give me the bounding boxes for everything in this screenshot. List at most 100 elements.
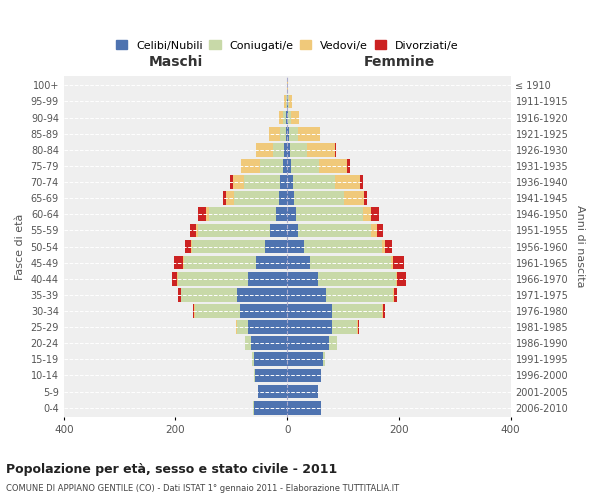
Bar xyxy=(371,224,377,237)
Text: Femmine: Femmine xyxy=(363,55,434,69)
Bar xyxy=(283,159,287,173)
Bar xyxy=(391,256,393,270)
Bar xyxy=(183,256,184,270)
Bar xyxy=(293,175,335,189)
Bar xyxy=(360,175,362,189)
Bar xyxy=(287,336,329,350)
Bar xyxy=(252,352,254,366)
Bar xyxy=(393,256,404,270)
Bar xyxy=(196,224,198,237)
Bar xyxy=(258,384,287,398)
Bar xyxy=(185,240,191,254)
Bar xyxy=(284,143,287,156)
Bar xyxy=(271,224,287,237)
Bar xyxy=(192,240,265,254)
Bar xyxy=(273,143,284,156)
Bar xyxy=(298,224,371,237)
Bar xyxy=(332,304,382,318)
Bar xyxy=(364,192,367,205)
Bar xyxy=(396,272,397,285)
Bar xyxy=(287,320,332,334)
Bar xyxy=(287,143,290,156)
Bar xyxy=(254,352,287,366)
Bar xyxy=(394,288,397,302)
Bar xyxy=(329,336,337,350)
Y-axis label: Fasce di età: Fasce di età xyxy=(15,214,25,280)
Bar xyxy=(248,272,287,285)
Text: Maschi: Maschi xyxy=(148,55,203,69)
Bar xyxy=(240,304,287,318)
Bar xyxy=(385,240,392,254)
Bar xyxy=(184,256,256,270)
Bar xyxy=(193,304,194,318)
Bar xyxy=(255,368,287,382)
Bar xyxy=(287,304,332,318)
Bar xyxy=(206,208,209,221)
Bar xyxy=(287,272,318,285)
Bar xyxy=(289,94,292,108)
Bar xyxy=(181,288,237,302)
Bar xyxy=(280,175,287,189)
Bar xyxy=(178,288,181,302)
Bar xyxy=(237,288,287,302)
Bar xyxy=(223,192,226,205)
Bar xyxy=(283,110,286,124)
Bar xyxy=(241,159,260,173)
Y-axis label: Anni di nascita: Anni di nascita xyxy=(575,206,585,288)
Bar xyxy=(296,208,362,221)
Bar xyxy=(230,175,233,189)
Bar xyxy=(377,224,383,237)
Bar xyxy=(251,336,287,350)
Bar xyxy=(347,159,350,173)
Bar xyxy=(289,110,291,124)
Bar xyxy=(256,143,273,156)
Bar xyxy=(318,272,396,285)
Bar xyxy=(287,110,289,124)
Bar xyxy=(287,401,321,414)
Bar xyxy=(371,208,379,221)
Bar xyxy=(294,192,344,205)
Bar xyxy=(198,224,271,237)
Bar xyxy=(234,192,279,205)
Bar xyxy=(280,127,286,140)
Bar xyxy=(284,94,286,108)
Bar xyxy=(175,256,183,270)
Bar xyxy=(287,352,323,366)
Bar xyxy=(298,127,320,140)
Bar xyxy=(287,192,294,205)
Bar xyxy=(254,401,287,414)
Bar xyxy=(288,94,289,108)
Bar xyxy=(287,208,296,221)
Bar xyxy=(290,143,307,156)
Bar xyxy=(287,288,326,302)
Bar xyxy=(276,208,287,221)
Bar xyxy=(362,208,371,221)
Bar xyxy=(286,110,287,124)
Bar xyxy=(260,159,283,173)
Bar xyxy=(269,127,280,140)
Bar xyxy=(291,110,299,124)
Bar xyxy=(256,256,287,270)
Bar xyxy=(287,384,318,398)
Bar xyxy=(177,272,178,285)
Bar xyxy=(289,127,298,140)
Bar xyxy=(291,159,319,173)
Bar xyxy=(287,175,293,189)
Bar xyxy=(172,272,177,285)
Bar xyxy=(279,192,287,205)
Bar xyxy=(226,192,234,205)
Bar xyxy=(383,304,385,318)
Bar xyxy=(287,159,291,173)
Bar xyxy=(310,256,391,270)
Bar xyxy=(279,110,283,124)
Bar xyxy=(382,240,385,254)
Bar xyxy=(287,240,304,254)
Bar xyxy=(178,272,248,285)
Bar xyxy=(332,320,357,334)
Bar xyxy=(287,127,289,140)
Bar xyxy=(237,320,248,334)
Bar xyxy=(265,240,287,254)
Bar xyxy=(248,320,287,334)
Bar xyxy=(191,240,192,254)
Bar xyxy=(195,304,240,318)
